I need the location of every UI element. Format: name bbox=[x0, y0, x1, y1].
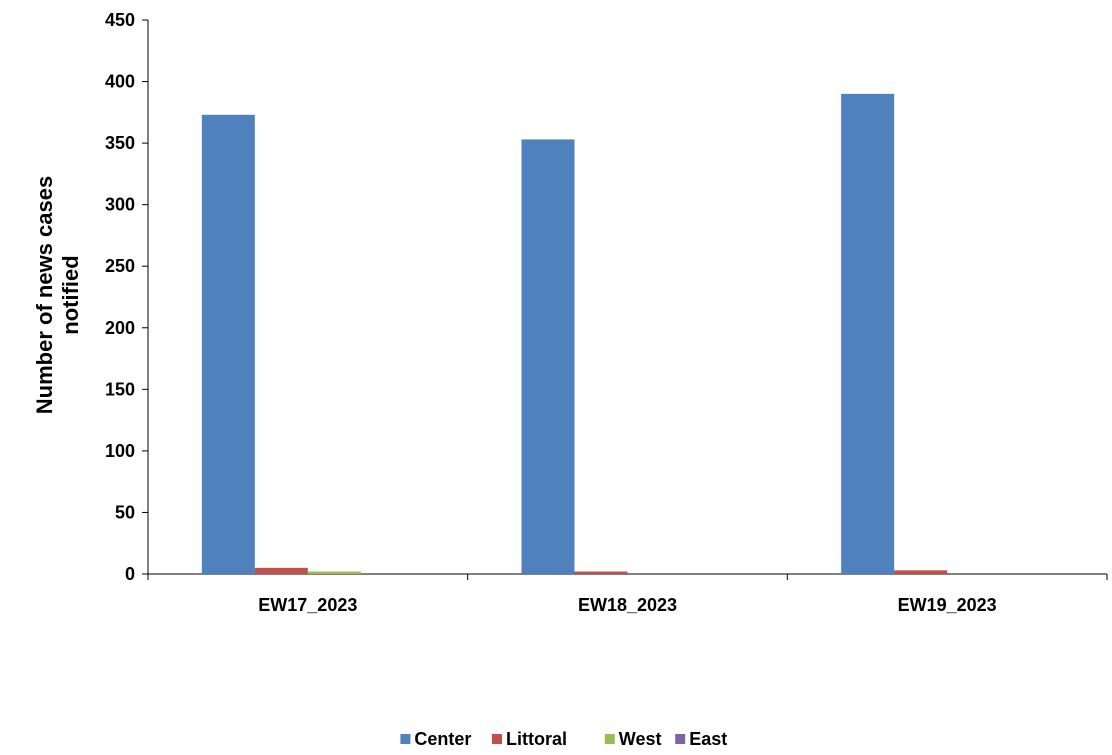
bar-littoral-ew17_2023 bbox=[254, 567, 308, 574]
legend: Center Littoral West East bbox=[400, 729, 727, 749]
bar-center-ew17_2023 bbox=[201, 114, 255, 574]
legend-label-west: West bbox=[619, 729, 662, 749]
bar-center-ew18_2023 bbox=[521, 139, 575, 574]
legend-label-littoral: Littoral bbox=[506, 729, 567, 749]
y-tick-label: 100 bbox=[105, 441, 135, 461]
bar-center-ew19_2023 bbox=[841, 93, 895, 574]
y-tick-label: 300 bbox=[105, 195, 135, 215]
legend-label-east: East bbox=[689, 729, 727, 749]
legend-swatch-littoral bbox=[492, 734, 502, 744]
y-tick-label: 400 bbox=[105, 72, 135, 92]
y-axis-title-line-1: Number of news cases bbox=[32, 176, 57, 414]
y-tick-label: 250 bbox=[105, 256, 135, 276]
legend-swatch-center bbox=[400, 734, 411, 744]
x-tick-label: EW18_2023 bbox=[578, 595, 677, 615]
y-tick-label: 150 bbox=[105, 379, 135, 399]
y-tick-label: 0 bbox=[125, 564, 135, 584]
bar-littoral-ew18_2023 bbox=[574, 571, 628, 574]
y-tick-label: 200 bbox=[105, 318, 135, 338]
y-tick-label: 350 bbox=[105, 133, 135, 153]
bar-west-ew17_2023 bbox=[307, 571, 361, 574]
x-tick-label: EW19_2023 bbox=[898, 595, 997, 615]
x-tick-label: EW17_2023 bbox=[258, 595, 357, 615]
y-tick-label: 450 bbox=[105, 10, 135, 30]
legend-swatch-west bbox=[604, 734, 615, 744]
y-axis: 0 50 100 150 200 250 300 350 400 450 bbox=[105, 10, 149, 584]
legend-label-center: Center bbox=[414, 729, 471, 749]
y-tick-label: 50 bbox=[115, 502, 135, 522]
y-axis-title-line-2: notified bbox=[58, 255, 83, 334]
bars bbox=[201, 93, 948, 574]
y-axis-title: Number of news cases notified bbox=[32, 176, 83, 414]
bar-littoral-ew19_2023 bbox=[894, 570, 948, 574]
x-axis: EW17_2023 EW18_2023 EW19_2023 bbox=[147, 573, 1108, 615]
legend-swatch-east bbox=[675, 734, 686, 744]
